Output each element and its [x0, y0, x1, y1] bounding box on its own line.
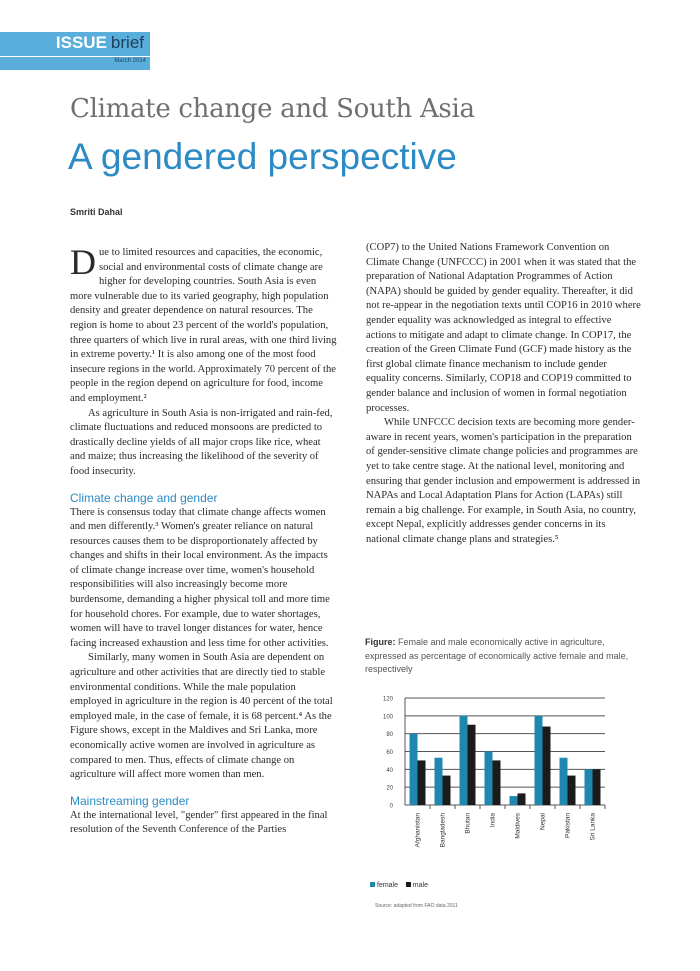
bar-male	[467, 724, 476, 805]
bar-female	[409, 733, 418, 805]
brief-label: brief	[110, 33, 144, 52]
y-tick-label: 20	[386, 786, 393, 792]
banner-divider	[0, 56, 150, 57]
paragraph: As agriculture in South Asia is non-irri…	[70, 407, 333, 477]
bar-male	[442, 775, 451, 805]
author: Smriti Dahal	[70, 207, 123, 217]
y-tick-label: 80	[386, 732, 393, 738]
bar-female	[509, 796, 518, 805]
bar-female	[534, 715, 543, 805]
bar-male	[417, 760, 426, 805]
x-tick-label: India	[490, 813, 497, 827]
x-tick-label: Bangladesh	[440, 813, 447, 848]
x-tick-label: Pakistan	[565, 813, 572, 838]
bar-male	[517, 793, 526, 805]
bar-male	[542, 726, 551, 805]
paragraph: At the international level, "gender" fir…	[70, 809, 328, 836]
legend-swatch-female	[370, 882, 375, 887]
page-title: Climate change and South Asia	[70, 94, 475, 124]
bar-female	[434, 757, 443, 805]
x-tick-label: Afghanistan	[415, 813, 422, 848]
issue-label: ISSUE	[55, 33, 107, 52]
y-tick-label: 40	[386, 768, 393, 774]
issue-brief-banner: ISSUE brief March 2014	[0, 32, 150, 70]
bar-female	[584, 769, 593, 805]
section-heading: Climate change and gender	[70, 490, 218, 505]
y-tick-label: 60	[386, 750, 393, 756]
bar-female	[559, 757, 568, 805]
bar-male	[567, 775, 576, 805]
bar-male	[492, 760, 501, 805]
bar-male	[592, 769, 601, 805]
issue-date: March 2014	[114, 58, 146, 64]
figure-source: Source: adapted from FAO data 2011	[375, 903, 458, 909]
page-subtitle: A gendered perspective	[68, 136, 457, 177]
chart-legend: female male	[370, 882, 428, 889]
legend-swatch-male	[405, 882, 411, 887]
y-tick-label: 100	[383, 714, 394, 720]
y-tick-label: 120	[383, 697, 394, 703]
drop-cap: D	[70, 242, 96, 282]
figure-caption: Figure: Female and male economically act…	[365, 636, 645, 677]
paragraph: While UNFCCC decision texts are becoming…	[366, 417, 641, 545]
legend-label-male: male	[412, 882, 428, 889]
bar-female	[459, 715, 468, 805]
x-tick-label: Nepal	[540, 812, 547, 830]
bar-female	[484, 751, 493, 805]
legend-label-female: female	[377, 882, 399, 889]
x-tick-label: Bhutan	[465, 813, 472, 834]
x-tick-label: Sri Lanka	[590, 813, 597, 841]
y-tick-label: 0	[390, 804, 394, 810]
x-tick-label: Maldives	[515, 812, 522, 838]
figure-caption-text: Female and male economically active in a…	[365, 637, 629, 674]
figure-label: Figure:	[365, 637, 396, 647]
paragraph: Similarly, many women in South Asia are …	[70, 652, 333, 781]
banner-title: ISSUE brief	[56, 33, 144, 53]
paragraph-text: ue to limited resources and capacities, …	[70, 247, 337, 404]
paragraph: (COP7) to the United Nations Framework C…	[366, 242, 641, 414]
bar-chart: 0 20 40 60 80 100 120 Afghanistan Bangladesh Bhut…	[383, 697, 606, 848]
paragraph: There is consensus today that climate ch…	[70, 506, 330, 649]
right-column: (COP7) to the United Nations Framework C…	[366, 241, 642, 547]
section-heading: Mainstreaming gender	[70, 793, 190, 808]
